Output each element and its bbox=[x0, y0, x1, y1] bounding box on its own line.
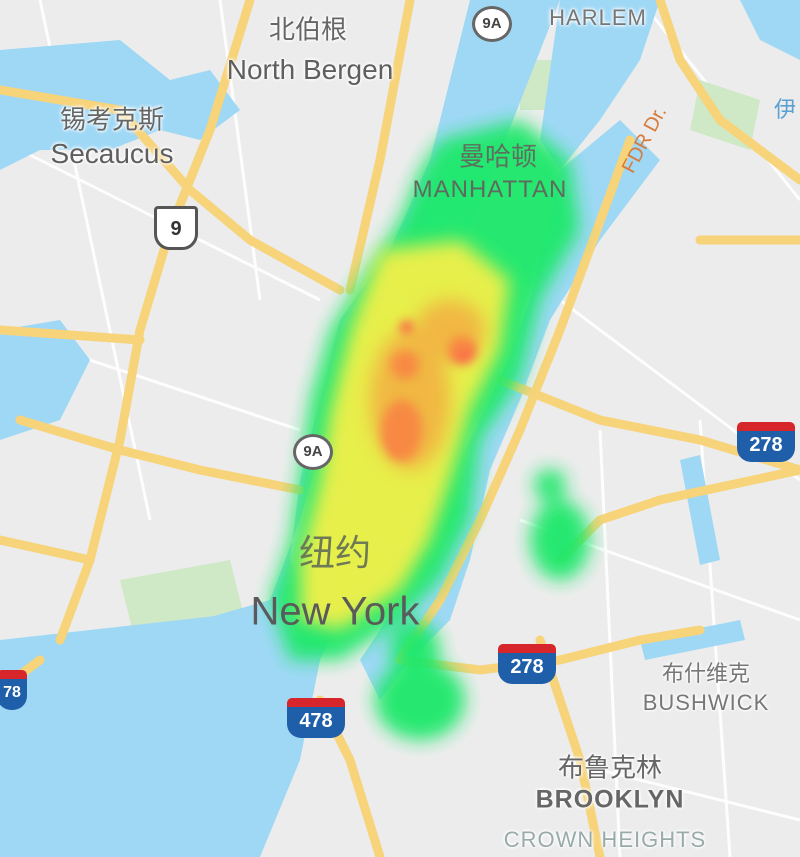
north-bergen-label: North Bergen bbox=[226, 54, 394, 85]
bushwick-cn-label: 布什维克 bbox=[661, 662, 751, 687]
new-york-cn-label: 纽约 bbox=[298, 533, 372, 574]
heat-orange-band bbox=[370, 300, 485, 470]
secaucus-cn-label: 锡考克斯 bbox=[59, 105, 165, 136]
north-bergen-cn-label: 北伯根 bbox=[268, 15, 348, 46]
interstate-278-shield-right: 278 bbox=[737, 422, 795, 462]
interstate-78-shield-left: 78 bbox=[0, 670, 27, 710]
interstate-478-number: 478 bbox=[287, 707, 345, 738]
secaucus-label: Secaucus bbox=[50, 138, 174, 169]
heatmap-layer bbox=[270, 120, 590, 740]
manhattan-label: MANHATTAN bbox=[412, 176, 568, 203]
us-route-9-shield: 9 bbox=[154, 206, 198, 250]
interstate-478-shield: 478 bbox=[287, 698, 345, 738]
interstate-78-left-number: 78 bbox=[0, 679, 27, 710]
route-9a-shield: 9A bbox=[472, 6, 512, 42]
route-9a-mid-shield: 9A bbox=[293, 434, 333, 470]
brooklyn-label: BROOKLYN bbox=[535, 785, 685, 814]
bushwick-label: BUSHWICK bbox=[642, 690, 770, 715]
brooklyn-cn-label: 布鲁克林 bbox=[557, 753, 663, 784]
crown-heights-label: CROWN HEIGHTS bbox=[503, 827, 707, 852]
interstate-278-center-number: 278 bbox=[498, 653, 556, 684]
edge-cn-label: 伊 bbox=[773, 98, 797, 123]
interstate-278-shield-center: 278 bbox=[498, 644, 556, 684]
manhattan-cn-label: 曼哈顿 bbox=[458, 142, 538, 173]
interstate-278-right-number: 278 bbox=[737, 431, 795, 462]
new-york-label: New York bbox=[250, 589, 420, 634]
harlem-label: HARLEM bbox=[549, 5, 647, 30]
